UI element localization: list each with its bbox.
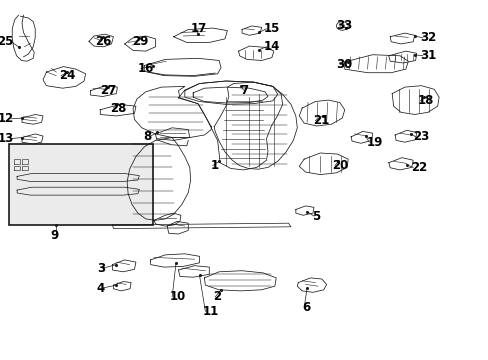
Text: 20: 20: [332, 159, 348, 172]
Bar: [9, 144, 153, 225]
Text: 22: 22: [410, 161, 426, 174]
Text: 5: 5: [311, 210, 320, 222]
Text: 24: 24: [59, 69, 75, 82]
Text: 26: 26: [95, 35, 111, 48]
Text: 32: 32: [420, 31, 436, 44]
Text: 4: 4: [97, 282, 105, 294]
Text: 21: 21: [312, 114, 328, 127]
Text: 7: 7: [240, 84, 248, 96]
Text: 14: 14: [264, 40, 280, 53]
Text: 23: 23: [412, 130, 428, 143]
Text: 12: 12: [0, 112, 14, 125]
Text: 15: 15: [264, 22, 280, 35]
Text: 28: 28: [110, 102, 126, 114]
Text: 33: 33: [336, 19, 352, 32]
Text: 27: 27: [100, 84, 116, 96]
Text: 19: 19: [366, 136, 382, 149]
Text: 16: 16: [138, 62, 154, 75]
Text: 17: 17: [190, 22, 206, 35]
Text: 25: 25: [0, 35, 14, 48]
Text: 2: 2: [213, 291, 221, 303]
Text: 9: 9: [51, 229, 59, 242]
Text: 3: 3: [97, 262, 105, 275]
Text: 11: 11: [203, 305, 219, 318]
Text: 18: 18: [417, 94, 433, 107]
Text: 13: 13: [0, 132, 14, 145]
Text: 30: 30: [336, 58, 352, 71]
Text: 6: 6: [302, 301, 310, 314]
Text: 31: 31: [420, 49, 436, 62]
Text: 1: 1: [210, 159, 218, 172]
Text: 10: 10: [169, 291, 185, 303]
Text: 29: 29: [132, 35, 148, 48]
Text: 8: 8: [143, 130, 151, 143]
